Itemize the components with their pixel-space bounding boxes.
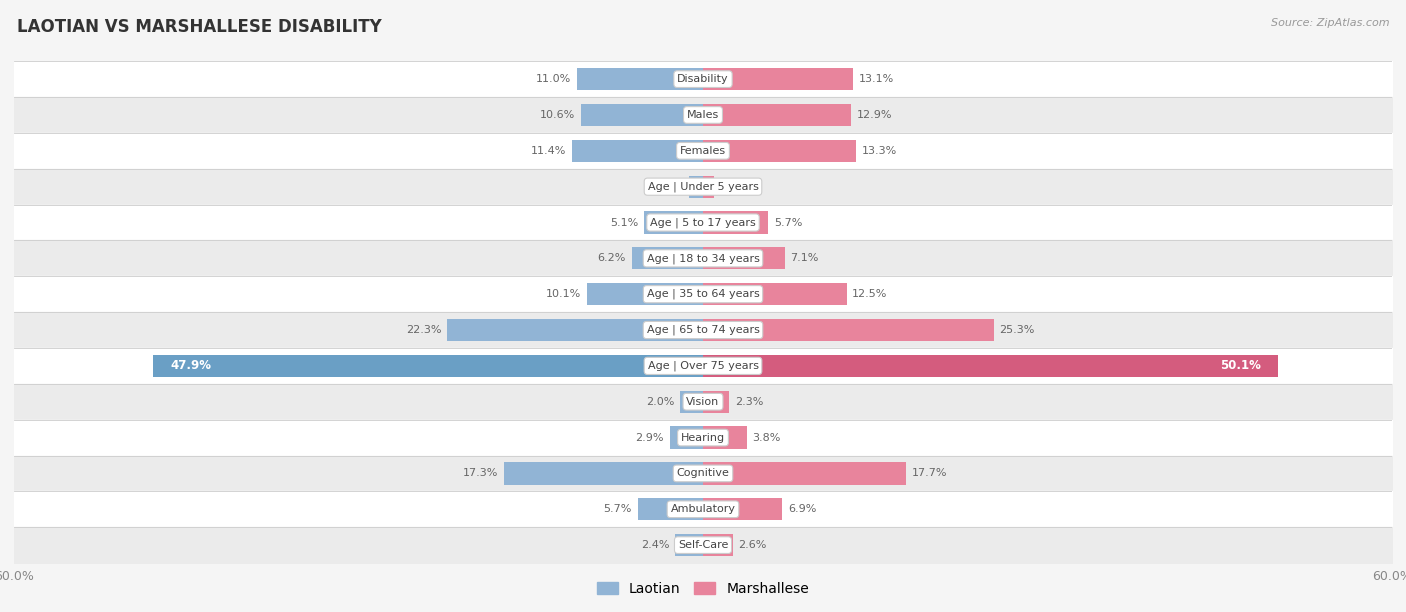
Text: Females: Females (681, 146, 725, 156)
Text: 11.4%: 11.4% (531, 146, 567, 156)
Bar (703, 104, 851, 126)
Text: 25.3%: 25.3% (1000, 325, 1035, 335)
Text: 11.0%: 11.0% (536, 74, 571, 84)
Text: 5.1%: 5.1% (610, 217, 638, 228)
Text: Source: ZipAtlas.com: Source: ZipAtlas.com (1271, 18, 1389, 28)
Legend: Laotian, Marshallese: Laotian, Marshallese (592, 576, 814, 601)
Text: 5.7%: 5.7% (603, 504, 631, 514)
Bar (703, 211, 769, 234)
Text: 1.2%: 1.2% (655, 182, 683, 192)
Text: 12.9%: 12.9% (856, 110, 893, 120)
Text: 5.7%: 5.7% (775, 217, 803, 228)
Bar (581, 104, 703, 126)
Bar (669, 427, 703, 449)
Text: 10.1%: 10.1% (546, 289, 581, 299)
Bar (703, 462, 907, 485)
Bar (703, 319, 994, 341)
Bar (703, 283, 846, 305)
Bar (447, 319, 703, 341)
Bar (703, 534, 733, 556)
Text: 17.3%: 17.3% (463, 468, 499, 479)
Bar (703, 176, 714, 198)
Bar (637, 498, 703, 520)
Text: 17.7%: 17.7% (912, 468, 948, 479)
Bar (703, 427, 747, 449)
Bar (703, 498, 782, 520)
Bar (576, 68, 703, 90)
Text: 12.5%: 12.5% (852, 289, 887, 299)
Bar (703, 68, 853, 90)
Bar (675, 534, 703, 556)
Text: 2.0%: 2.0% (645, 397, 675, 407)
Bar (681, 390, 703, 413)
Text: LAOTIAN VS MARSHALLESE DISABILITY: LAOTIAN VS MARSHALLESE DISABILITY (17, 18, 381, 36)
Text: 3.8%: 3.8% (752, 433, 780, 442)
Text: Age | 5 to 17 years: Age | 5 to 17 years (650, 217, 756, 228)
Text: 7.1%: 7.1% (790, 253, 818, 263)
Text: 22.3%: 22.3% (406, 325, 441, 335)
Text: 10.6%: 10.6% (540, 110, 575, 120)
Bar (703, 247, 785, 269)
Text: Age | 18 to 34 years: Age | 18 to 34 years (647, 253, 759, 264)
Text: Cognitive: Cognitive (676, 468, 730, 479)
Text: 13.1%: 13.1% (859, 74, 894, 84)
Bar (588, 283, 703, 305)
Text: Ambulatory: Ambulatory (671, 504, 735, 514)
Text: 0.94%: 0.94% (720, 182, 755, 192)
Text: 2.4%: 2.4% (641, 540, 669, 550)
Text: Age | Under 5 years: Age | Under 5 years (648, 181, 758, 192)
Bar (703, 390, 730, 413)
Text: 2.6%: 2.6% (738, 540, 766, 550)
Bar (153, 355, 703, 377)
Text: Age | Over 75 years: Age | Over 75 years (648, 360, 758, 371)
Bar (689, 176, 703, 198)
Text: Males: Males (688, 110, 718, 120)
Text: Age | 65 to 74 years: Age | 65 to 74 years (647, 325, 759, 335)
Text: Disability: Disability (678, 74, 728, 84)
Bar (572, 140, 703, 162)
Text: 6.2%: 6.2% (598, 253, 626, 263)
Bar (703, 355, 1278, 377)
Text: 47.9%: 47.9% (170, 359, 211, 372)
Text: Age | 35 to 64 years: Age | 35 to 64 years (647, 289, 759, 299)
Text: 2.3%: 2.3% (735, 397, 763, 407)
Bar (703, 140, 856, 162)
Bar (505, 462, 703, 485)
Text: 50.1%: 50.1% (1220, 359, 1261, 372)
Text: Self-Care: Self-Care (678, 540, 728, 550)
Text: 13.3%: 13.3% (862, 146, 897, 156)
Text: 2.9%: 2.9% (636, 433, 664, 442)
Text: 6.9%: 6.9% (787, 504, 817, 514)
Bar (644, 211, 703, 234)
Bar (631, 247, 703, 269)
Text: Hearing: Hearing (681, 433, 725, 442)
Text: Vision: Vision (686, 397, 720, 407)
